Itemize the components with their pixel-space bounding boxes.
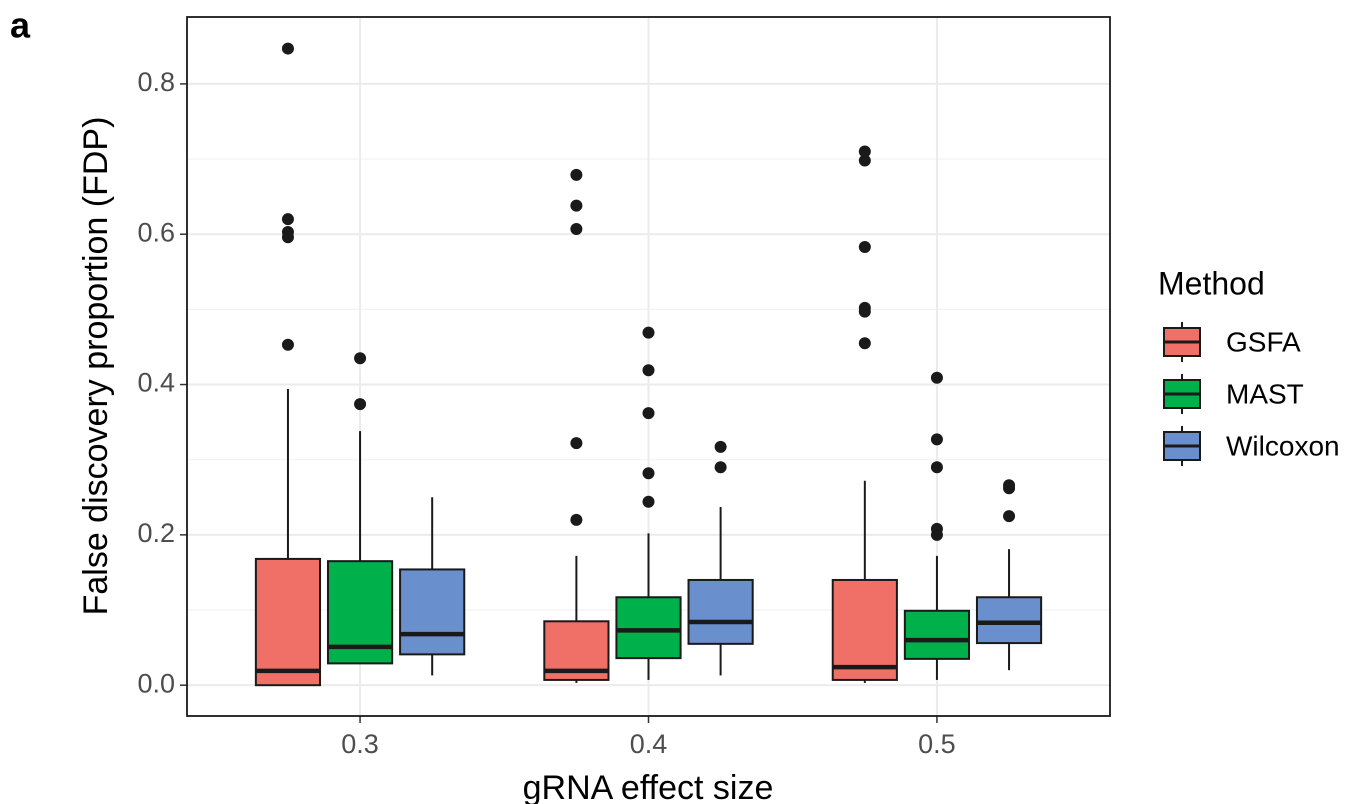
box: [831, 578, 898, 681]
x-tick-label: 0.4: [630, 729, 668, 759]
legend-label: Wilcoxon: [1226, 430, 1340, 461]
outlier: [281, 42, 294, 55]
box: [687, 578, 754, 645]
outlier: [714, 461, 727, 474]
outlier: [281, 338, 294, 351]
outlier: [570, 513, 583, 526]
box: [615, 596, 682, 660]
outlier: [930, 522, 943, 535]
legend-label: GSFA: [1226, 326, 1301, 357]
outlier: [858, 301, 871, 314]
outlier: [714, 440, 727, 453]
x-axis-label: gRNA effect size: [523, 769, 774, 804]
outlier: [858, 337, 871, 350]
legend-label: MAST: [1226, 378, 1304, 409]
y-tick-label: 0.4: [137, 368, 175, 398]
outlier: [930, 371, 943, 384]
box: [399, 568, 466, 656]
outlier: [930, 433, 943, 446]
outlier: [1003, 510, 1016, 523]
box: [254, 557, 322, 687]
outlier: [570, 222, 583, 235]
legend-title: Method: [1158, 265, 1265, 301]
outlier: [570, 199, 583, 212]
panel-label: a: [10, 5, 31, 46]
outlier: [570, 437, 583, 450]
plot-frame: [186, 16, 1111, 717]
x-tick-label: 0.3: [341, 729, 379, 759]
y-axis-label: False discovery proportion (FDP): [77, 117, 115, 616]
outlier: [642, 495, 655, 508]
outlier: [281, 225, 294, 238]
outlier: [642, 467, 655, 480]
outlier: [858, 240, 871, 253]
box: [975, 596, 1043, 645]
outlier: [858, 154, 871, 167]
outlier: [858, 145, 871, 158]
y-tick-label: 0.0: [137, 668, 175, 698]
outlier: [642, 326, 655, 339]
outlier: [642, 364, 655, 377]
outlier: [570, 168, 583, 181]
y-tick-label: 0.8: [137, 67, 175, 97]
outlier: [354, 352, 367, 365]
outlier: [642, 407, 655, 420]
x-tick-label: 0.5: [918, 729, 956, 759]
box: [903, 609, 971, 660]
outlier: [281, 213, 294, 226]
outlier: [354, 398, 367, 411]
outlier: [1003, 479, 1016, 492]
outlier: [930, 461, 943, 474]
y-tick-label: 0.2: [137, 518, 175, 548]
y-tick-label: 0.6: [137, 217, 175, 247]
